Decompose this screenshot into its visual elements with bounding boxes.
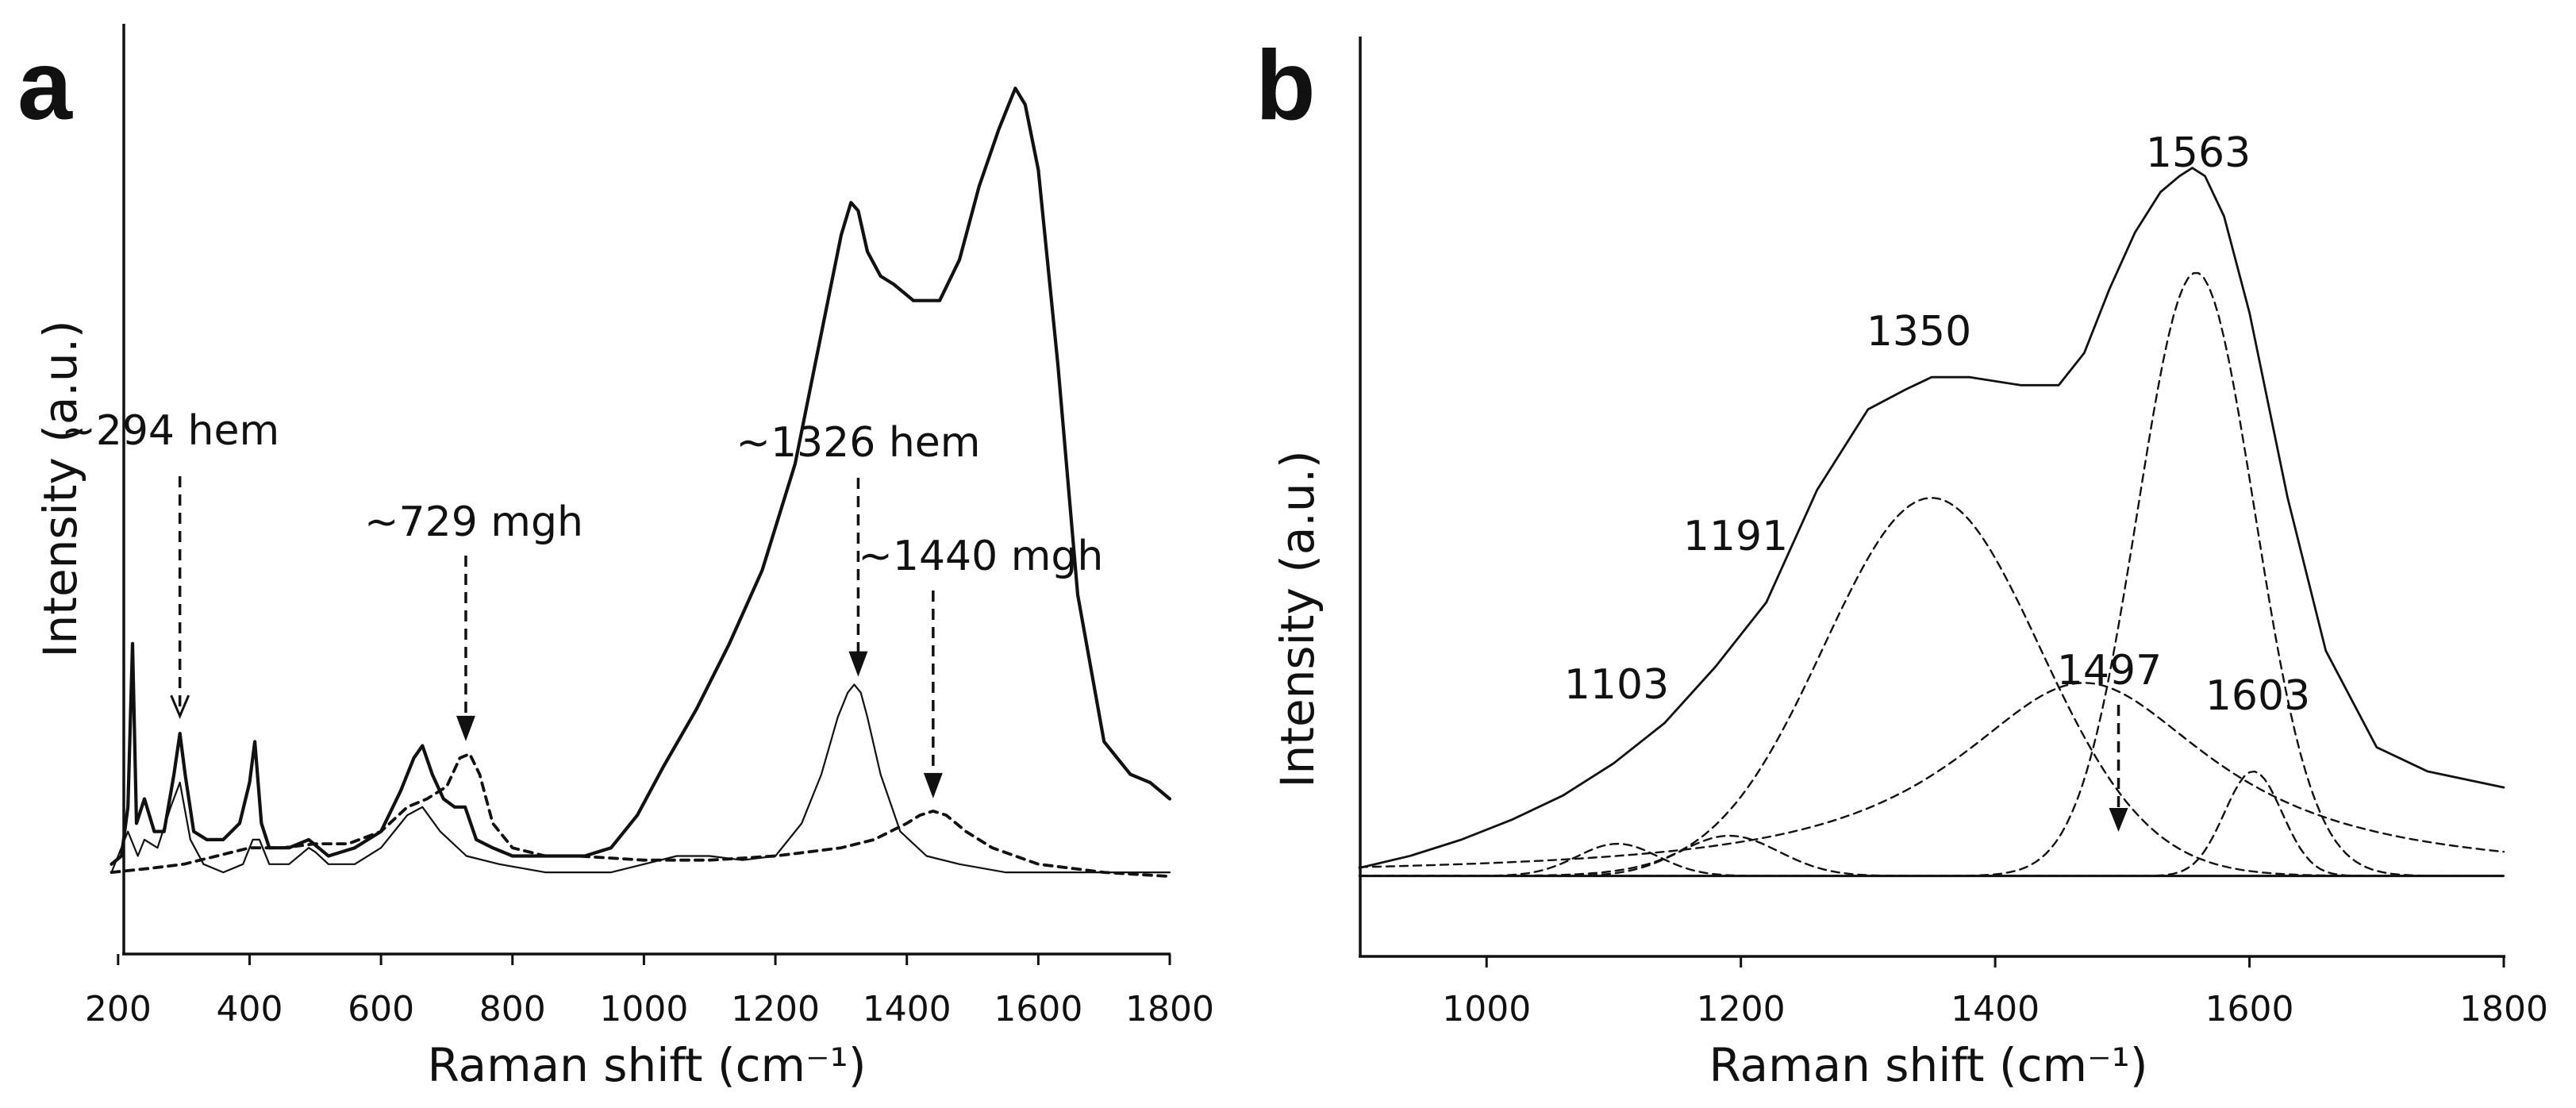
x-tick-label: 600 — [348, 989, 414, 1029]
fitted-peak — [1358, 770, 2505, 877]
x-tick-label: 400 — [216, 989, 283, 1029]
annotation-label: ~1326 hem — [736, 419, 980, 467]
series-line — [110, 752, 1171, 879]
panel-a-y-axis-title: Intensity (a.u.) — [33, 320, 87, 657]
x-tick-label: 1400 — [863, 989, 952, 1029]
x-tick-label: 1800 — [1125, 989, 1214, 1029]
panel-b-curves — [1358, 167, 2505, 878]
x-tick-label: 1600 — [2205, 989, 2294, 1029]
measured-spectrum — [1358, 167, 2505, 869]
fitted-peak — [1358, 842, 2505, 877]
annotation-label: ~294 hem — [61, 407, 279, 455]
fitted-peak — [1358, 271, 2505, 877]
panel-a-x-axis-title: Raman shift (cm⁻¹) — [428, 1038, 867, 1092]
series-line — [110, 683, 1171, 874]
peak-label: 1191 — [1683, 513, 1788, 560]
peak-label: 1350 — [1867, 308, 1971, 356]
annotation-arrowhead — [2109, 808, 2128, 832]
series-line — [110, 87, 1172, 866]
x-tick-label: 1600 — [994, 989, 1082, 1029]
panel-b-x-axis-title: Raman shift (cm⁻¹) — [1709, 1038, 2148, 1092]
annotation-arrowhead-open — [170, 694, 190, 719]
annotation-arrowhead — [923, 772, 943, 798]
x-tick-label: 200 — [85, 989, 152, 1029]
peak-label: 1497 — [2057, 647, 2162, 694]
peak-label: 1603 — [2205, 672, 2310, 720]
annotation-arrowhead — [456, 715, 475, 741]
peak-label: 1103 — [1564, 661, 1669, 709]
panel-b-y-axis-title: Intensity (a.u.) — [1271, 450, 1325, 787]
x-tick-label: 1000 — [599, 989, 688, 1029]
fitted-peak — [1358, 834, 2505, 877]
x-tick-label: 1800 — [2459, 989, 2548, 1029]
panel-a: a 200 400 600 800 1000 1200 1400 1600 1800 ~294 … — [17, 24, 1214, 1092]
panel-b-annotations: 1103 1191 1350 1497 1563 1603 — [1564, 129, 2310, 832]
x-tick-label: 1200 — [731, 989, 820, 1029]
annotation-label: ~729 mgh — [364, 498, 583, 546]
panel-a-annotations: ~294 hem ~729 mgh ~1326 hem ~1440 mgh — [61, 407, 1103, 798]
x-tick-label: 800 — [479, 989, 546, 1029]
fitted-peak — [1358, 682, 2505, 868]
annotation-arrowhead — [848, 651, 868, 677]
panel-b: b 1000 1200 1400 1600 1800 11031191135014971… — [1255, 31, 2548, 1092]
annotation-label: ~1440 mgh — [858, 533, 1103, 580]
panel-a-x-ticks: 200 400 600 800 1000 1200 1400 1600 1800 — [85, 954, 1214, 1029]
panel-b-label: b — [1255, 31, 1316, 140]
x-tick-label: 1400 — [1951, 989, 2040, 1029]
panel-a-curves — [110, 87, 1172, 879]
panel-b-x-ticks: 1000 1200 1400 1600 1800 — [1442, 956, 2548, 1029]
x-tick-label: 1200 — [1697, 989, 1786, 1029]
peak-label: 1563 — [2146, 129, 2251, 177]
panel-a-label: a — [17, 31, 73, 140]
x-tick-label: 1000 — [1442, 989, 1531, 1029]
